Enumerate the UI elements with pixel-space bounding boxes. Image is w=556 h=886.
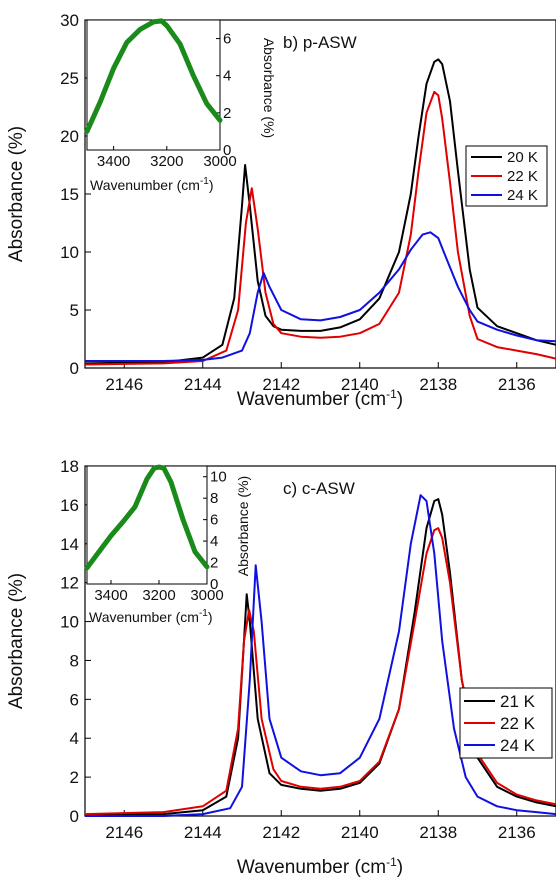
x-axis-title-b-close: ) [397,389,403,410]
inset-y-ticks-b: 0 2 4 6 [216,31,231,159]
y-tick-label: 0 [70,359,79,378]
inset-series-line [84,464,210,571]
y-tick-label: 12 [60,574,79,593]
y-tick-label: 14 [60,535,79,554]
x-ticks-b: 2146 2144 2142 2140 2138 2136 [105,362,536,394]
y-tick-label: 18 [60,457,79,476]
inset-y-tick-label: 0 [210,576,218,593]
x-tick-label: 2136 [498,375,536,394]
x-tick-label: 2146 [105,375,143,394]
series-line-22k [84,90,556,366]
inset-y-tick-label: 0 [223,142,231,159]
plot-frame-c [84,465,556,817]
panel-label-c: c) c-ASW [283,479,355,498]
inset-series-group-b [84,18,223,134]
inset-x-tick-label: 3000 [203,153,236,170]
legend-label-c-1: 22 K [500,714,536,733]
x-tick-label: 2144 [184,823,222,842]
series-line-24k [85,494,556,817]
x-tick-label: 2140 [341,823,379,842]
inset-x-axis-title-c-close: ) [208,609,213,625]
y-ticks-c: 0 2 4 6 8 10 12 14 16 18 [60,457,91,826]
inset-y-tick-label: 8 [210,490,218,507]
series-line-24k [85,231,556,362]
y-tick-label: 4 [70,729,79,748]
y-tick-label: 16 [60,496,79,515]
x-axis-title-c: Wavenumber (cm-1) [237,855,403,878]
x-tick-label: 2146 [105,823,143,842]
chart-panel-c: 0 2 4 6 8 10 12 14 16 18 2146 2144 2142 2140 2138 2136… [6,457,556,878]
inset-y-axis-title-c: Absorbance (%) [235,476,251,576]
inset-x-axis-title-c: Wavenumber (cm-1) [89,608,213,625]
legend-label-b-1: 22 K [507,168,538,185]
y-tick-label: 6 [70,690,79,709]
inset-y-tick-label: 10 [210,469,227,486]
x-tick-label: 2142 [262,375,300,394]
inset-y-tick-label: 4 [223,68,231,85]
inset-x-axis-title-c-sup: -1 [199,608,208,619]
inset-x-tick-label: 3000 [190,587,223,604]
y-tick-label: 15 [60,185,79,204]
legend-label-c-2: 24 K [500,736,536,755]
x-tick-label: 2144 [184,375,222,394]
inset-y-ticks-c: 0 2 4 6 8 10 [203,469,227,593]
inset-x-axis-title-b-close: ) [209,177,214,193]
legend-label-c-0: 21 K [500,692,536,711]
inset-x-tick-label: 3400 [97,153,130,170]
inset-x-ticks-b: 3400 3200 3000 [97,146,237,170]
inset-x-axis-title-b: Wavenumber (cm-1) [90,176,214,193]
y-axis-title-b: Absorbance (%) [6,126,27,262]
y-ticks-b: 0 5 10 15 20 25 30 [60,11,91,378]
inset-x-tick-label: 3200 [142,587,175,604]
y-tick-label: 5 [70,301,79,320]
x-tick-label: 2140 [341,375,379,394]
panel-label-b: b) p-ASW [283,33,357,52]
y-tick-label: 10 [60,243,79,262]
x-tick-label: 2142 [262,823,300,842]
inset-x-tick-label: 3400 [94,587,127,604]
inset-series-group-c [84,464,210,571]
x-ticks-c: 2146 2144 2142 2140 2138 2136 [105,810,536,842]
x-tick-label: 2138 [419,823,457,842]
x-axis-title-c-sup: -1 [386,855,397,869]
inset-y-tick-label: 2 [223,105,231,122]
inset-y-axis-title-b: Absorbance (%) [261,38,277,138]
y-tick-label: 25 [60,69,79,88]
x-axis-title-b-sup: -1 [386,387,397,401]
x-axis-title-c-main: Wavenumber (cm [237,857,386,878]
y-tick-label: 20 [60,127,79,146]
inset-series-line [84,18,223,134]
y-tick-label: 0 [70,807,79,826]
inset-x-ticks-c: 3400 3200 3000 [94,580,224,604]
inset-x-axis-title-b-sup: -1 [200,176,209,187]
y-tick-label: 10 [60,613,79,632]
x-tick-label: 2136 [498,823,536,842]
legend-label-b-2: 24 K [507,187,538,204]
x-axis-title-b: Wavenumber (cm-1) [237,387,403,410]
y-tick-label: 2 [70,768,79,787]
y-tick-label: 30 [60,11,79,30]
y-tick-label: 8 [70,651,79,670]
x-axis-title-c-close: ) [397,857,403,878]
legend-label-b-0: 20 K [507,149,538,166]
inset-c: 3400 3200 3000 0 2 4 6 8 10 Absorbance (%) Wave… [84,464,251,625]
inset-b: 3400 3200 3000 0 2 4 6 Absorbance (%) Wavenum… [84,18,277,193]
legend-c: 21 K 22 K 24 K [459,687,553,759]
inset-x-tick-label: 3200 [150,153,183,170]
series-line-20k [84,58,556,365]
inset-y-tick-label: 4 [210,533,218,550]
inset-x-axis-title-b-main: Wavenumber (cm [90,177,200,193]
y-axis-title-c: Absorbance (%) [6,573,27,709]
inset-y-tick-label: 6 [223,31,231,48]
legend-b: 20 K 22 K 24 K [465,145,548,207]
x-axis-title-b-main: Wavenumber (cm [237,389,386,410]
inset-y-tick-label: 6 [210,512,218,529]
series-group-b [84,58,556,366]
inset-x-axis-title-c-main: Wavenumber (cm [89,609,199,625]
x-tick-label: 2138 [419,375,457,394]
inset-y-tick-label: 2 [210,555,218,572]
